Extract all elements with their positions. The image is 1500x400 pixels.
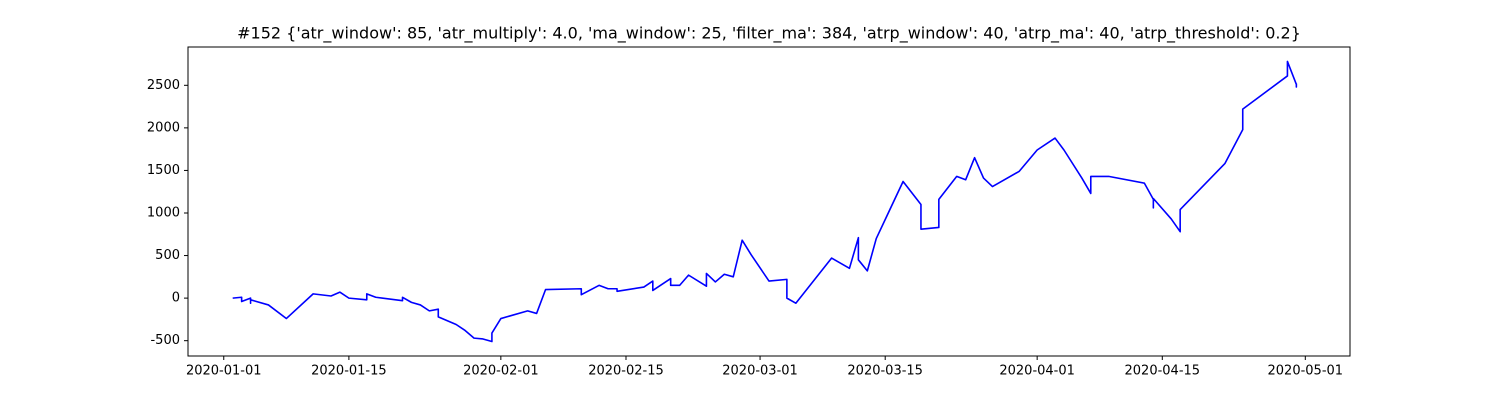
x-tick-label: 2020-04-01 (999, 364, 1075, 379)
y-tick-label: 1000 (147, 205, 180, 220)
x-tick-label: 2020-01-01 (186, 364, 262, 379)
y-tick-label: -500 (150, 333, 180, 348)
y-tick-label: 2500 (147, 78, 180, 93)
x-tick-label: 2020-01-15 (311, 364, 387, 379)
x-tick-label: 2020-04-15 (1125, 364, 1201, 379)
x-tick-label: 2020-03-01 (722, 364, 798, 379)
x-tick-label: 2020-03-15 (847, 364, 923, 379)
x-tick-label: 2020-02-15 (588, 364, 664, 379)
y-tick-label: 500 (155, 248, 180, 263)
plot-frame (187, 46, 1351, 357)
y-tick-label: 1500 (147, 163, 180, 178)
y-tick-label: 0 (172, 291, 180, 306)
data-line (232, 60, 1298, 343)
x-tick-label: 2020-05-01 (1268, 364, 1344, 379)
x-tick-label: 2020-02-01 (463, 364, 539, 379)
y-tick-label: 2000 (147, 120, 180, 135)
chart-title: #152 {'atr_window': 85, 'atr_multiply': … (237, 24, 1301, 44)
